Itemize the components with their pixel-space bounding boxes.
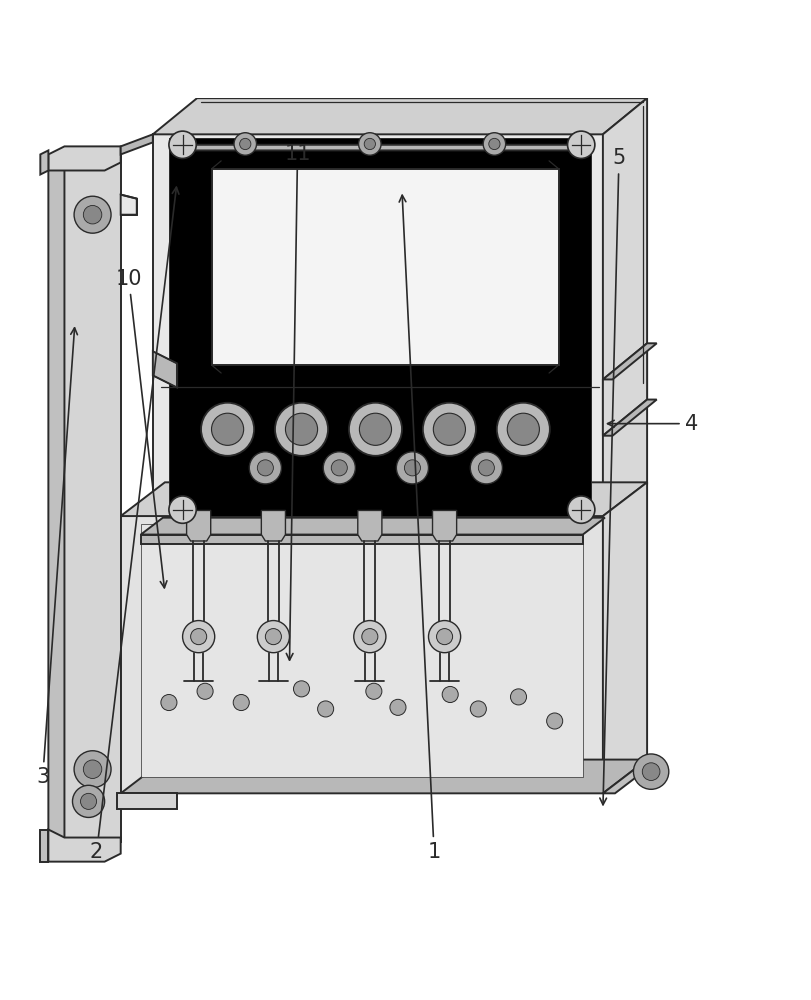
Circle shape [275, 403, 328, 456]
Polygon shape [121, 134, 152, 154]
Circle shape [359, 413, 391, 445]
Polygon shape [49, 150, 121, 162]
Circle shape [428, 621, 460, 653]
Polygon shape [121, 482, 646, 516]
Polygon shape [64, 150, 121, 842]
Circle shape [161, 694, 177, 711]
Circle shape [362, 629, 377, 645]
Polygon shape [152, 351, 177, 387]
Polygon shape [261, 510, 285, 541]
Circle shape [197, 683, 212, 699]
Circle shape [182, 621, 214, 653]
Circle shape [567, 496, 594, 523]
Circle shape [633, 754, 668, 789]
Circle shape [507, 413, 539, 445]
Text: 5: 5 [599, 148, 624, 805]
Circle shape [265, 629, 281, 645]
Circle shape [233, 694, 249, 711]
Circle shape [567, 131, 594, 158]
Text: 11: 11 [284, 144, 311, 660]
Polygon shape [602, 98, 646, 520]
Polygon shape [358, 510, 381, 541]
Circle shape [442, 686, 457, 703]
Circle shape [364, 138, 375, 150]
Polygon shape [121, 760, 646, 793]
Circle shape [470, 452, 502, 484]
Circle shape [483, 133, 505, 155]
Circle shape [366, 683, 381, 699]
Polygon shape [140, 524, 582, 777]
Circle shape [74, 196, 111, 233]
Circle shape [191, 629, 207, 645]
Circle shape [470, 701, 486, 717]
Polygon shape [185, 150, 582, 383]
Circle shape [257, 621, 289, 653]
Circle shape [510, 689, 526, 705]
Polygon shape [187, 510, 210, 541]
Polygon shape [432, 510, 456, 541]
Circle shape [80, 793, 97, 809]
Circle shape [642, 763, 659, 780]
Circle shape [349, 403, 401, 456]
Polygon shape [152, 98, 646, 134]
Circle shape [84, 205, 101, 224]
Polygon shape [169, 138, 590, 516]
Circle shape [74, 751, 111, 788]
Polygon shape [49, 150, 64, 854]
Circle shape [285, 413, 317, 445]
Circle shape [169, 131, 196, 158]
Polygon shape [211, 169, 558, 365]
Polygon shape [49, 146, 121, 170]
Circle shape [358, 133, 380, 155]
Text: 4: 4 [607, 414, 697, 434]
Circle shape [478, 460, 494, 476]
Polygon shape [602, 343, 656, 379]
Circle shape [323, 452, 355, 484]
Circle shape [84, 760, 101, 778]
Polygon shape [121, 516, 602, 793]
Polygon shape [41, 830, 49, 862]
Polygon shape [140, 518, 604, 535]
Circle shape [249, 452, 281, 484]
Circle shape [293, 681, 309, 697]
Polygon shape [602, 760, 659, 793]
Circle shape [433, 413, 465, 445]
Circle shape [496, 403, 549, 456]
Circle shape [257, 460, 273, 476]
Text: 3: 3 [36, 328, 77, 787]
Circle shape [436, 629, 452, 645]
Circle shape [488, 138, 500, 150]
Polygon shape [49, 830, 121, 862]
Circle shape [389, 699, 406, 715]
Circle shape [546, 713, 562, 729]
Text: 1: 1 [399, 195, 440, 862]
Circle shape [211, 413, 243, 445]
Polygon shape [602, 400, 656, 436]
Circle shape [354, 621, 385, 653]
Text: 10: 10 [115, 269, 167, 588]
Circle shape [331, 460, 347, 476]
Circle shape [396, 452, 428, 484]
Circle shape [239, 138, 251, 150]
Polygon shape [602, 482, 646, 793]
Polygon shape [117, 793, 177, 809]
Circle shape [234, 133, 256, 155]
Circle shape [423, 403, 475, 456]
Circle shape [72, 785, 105, 817]
Circle shape [404, 460, 420, 476]
Polygon shape [121, 195, 136, 215]
Polygon shape [152, 134, 602, 520]
Polygon shape [185, 145, 589, 150]
Polygon shape [140, 535, 582, 544]
Polygon shape [602, 343, 646, 436]
Circle shape [317, 701, 333, 717]
Text: 2: 2 [90, 187, 178, 862]
Polygon shape [41, 150, 49, 175]
Circle shape [169, 496, 196, 523]
Circle shape [201, 403, 254, 456]
